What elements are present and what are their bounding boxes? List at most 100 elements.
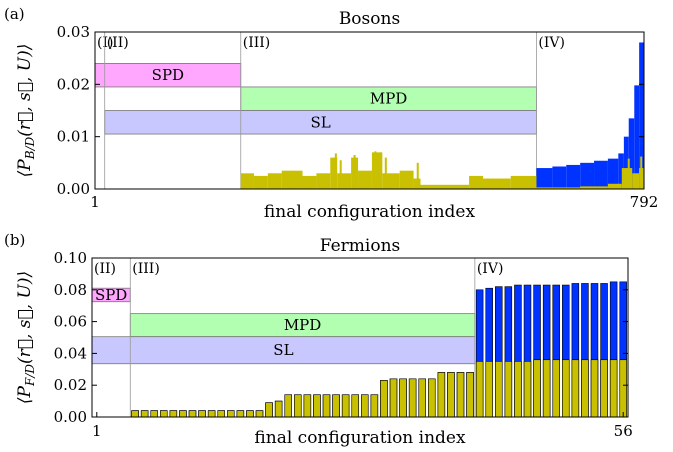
bar-diagonal (179, 411, 186, 417)
bar-diagonal (400, 171, 414, 189)
bar-diagonal (421, 185, 470, 189)
y-tick-label: 0.10 (54, 249, 87, 267)
bar-diagonal (227, 411, 234, 417)
bar-diagonal (316, 173, 330, 189)
bar-diagonal (572, 360, 579, 417)
bar-diagonal (246, 411, 253, 417)
region-label: (IV) (477, 261, 504, 277)
bar-diagonal (610, 360, 617, 417)
bar-diagonal (282, 171, 303, 189)
band-label-spd: SPD (152, 66, 184, 84)
bar-diagonal-spike (417, 163, 419, 189)
bar-diagonal (268, 173, 282, 189)
y-tick-label: 0.03 (57, 23, 90, 41)
x-axis-label: final configuration index (254, 428, 466, 448)
bar-diagonal (428, 379, 435, 417)
bosons-panel: SPD MPD SL (I)(II) (III) (IV) 0.00 0.01 0.02 0.03… (4, 5, 658, 222)
bar-diagonal-spike (385, 158, 387, 189)
bar-diagonal-spike (354, 155, 356, 189)
bar-diagonal (620, 360, 627, 417)
bar-diagonal (562, 360, 569, 417)
bar-total (536, 168, 552, 189)
bar-diagonal (447, 372, 454, 417)
bar-diagonal (141, 411, 148, 417)
y-tick-label: 0.06 (54, 313, 87, 331)
bar-diagonal (438, 372, 445, 417)
bar-diagonal (352, 395, 359, 417)
x-tick-label: 792 (630, 193, 659, 211)
y-tick-label: 0.02 (54, 376, 87, 394)
bar-diagonal (256, 411, 263, 417)
bar-diagonal (534, 360, 541, 417)
panel-label: (b) (4, 231, 25, 249)
bar-diagonal (160, 411, 167, 417)
panel-label: (a) (4, 5, 25, 23)
bar-diagonal (132, 411, 139, 417)
y-tick-label: 0.01 (57, 128, 90, 146)
bar-diagonal (514, 361, 521, 417)
y-tick-label: 0.00 (57, 180, 90, 198)
bar-diagonal (467, 372, 474, 417)
bar-diagonal (380, 380, 387, 417)
bar-diagonal (199, 411, 206, 417)
bar-diagonal (333, 395, 340, 417)
bar-diagonal (543, 360, 550, 417)
bar-diagonal (303, 176, 317, 189)
bar-diagonal-spike (340, 160, 342, 189)
bar-diagonal-spike (374, 151, 376, 189)
bar-diagonal (294, 395, 301, 417)
bar-total (580, 163, 594, 189)
bar-diagonal-spike (628, 159, 630, 189)
bar-diagonal (476, 361, 483, 417)
fermions-panel: SPD MPD SL (II) (III) (IV) 0.00 0.02 0.04 0.06 0.0… (4, 231, 633, 448)
chart-title: Fermions (320, 236, 401, 256)
bar-diagonal (218, 411, 225, 417)
band-label-mpd: MPD (284, 316, 321, 334)
bar-diagonal (337, 173, 351, 189)
band-label-spd: SPD (95, 286, 127, 304)
bar-diagonal (601, 360, 608, 417)
region-label: (IV) (538, 35, 565, 51)
bar-total (552, 166, 566, 189)
bar-diagonal (208, 411, 215, 417)
y-axis-label: ⟨PB/D(r⃗, s⃗, U)⟩ (15, 44, 37, 178)
bar-diagonal-spike (640, 157, 642, 189)
bar-diagonal (591, 360, 598, 417)
bar-diagonal-spike (335, 153, 337, 189)
band-label-sl: SL (310, 113, 330, 131)
region-label: (II) (94, 261, 116, 277)
bar-diagonal (622, 168, 632, 189)
bar-diagonal (495, 361, 502, 417)
bar-diagonal (189, 411, 196, 417)
bar-diagonal (400, 379, 407, 417)
bar-diagonal (419, 379, 426, 417)
bar-total (566, 165, 580, 189)
bar-diagonal (457, 372, 464, 417)
bar-diagonal (486, 361, 493, 417)
x-tick-label: 1 (90, 193, 100, 211)
bar-diagonal (241, 173, 254, 189)
bar-diagonal (275, 401, 282, 417)
y-axis-label: ⟨PF/D(r⃗, s⃗, U)⟩ (15, 271, 37, 404)
bar-diagonal (469, 176, 483, 189)
bar-diagonal (151, 411, 158, 417)
bar-diagonal (505, 361, 512, 417)
bar-diagonal (608, 184, 622, 189)
bar-diagonal (371, 395, 378, 417)
bar-diagonal (553, 360, 560, 417)
bar-diagonal (237, 411, 244, 417)
region-label: (III) (243, 35, 271, 51)
y-tick-label: 0.00 (54, 408, 87, 426)
region-label: (III) (132, 261, 160, 277)
region-label: (II) (107, 35, 129, 51)
bar-diagonal (409, 379, 416, 417)
bar-diagonal (342, 395, 349, 417)
y-tick-label: 0.08 (54, 281, 87, 299)
bar-diagonal (361, 395, 368, 417)
band-label-mpd: MPD (370, 90, 407, 108)
x-tick-label: 56 (614, 422, 633, 440)
bar-diagonal (266, 403, 273, 417)
bar-diagonal (323, 395, 330, 417)
bar-diagonal (511, 176, 537, 189)
